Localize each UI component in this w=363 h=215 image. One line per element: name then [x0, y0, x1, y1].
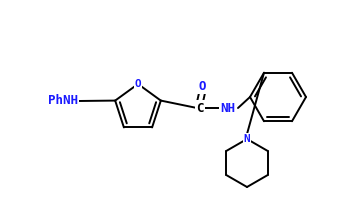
Text: C: C — [196, 101, 204, 115]
Text: N: N — [244, 134, 250, 144]
Text: O: O — [135, 79, 141, 89]
Text: PhNH: PhNH — [48, 95, 78, 108]
Text: O: O — [135, 79, 141, 89]
Text: O: O — [198, 80, 206, 92]
Text: NH: NH — [220, 101, 236, 115]
